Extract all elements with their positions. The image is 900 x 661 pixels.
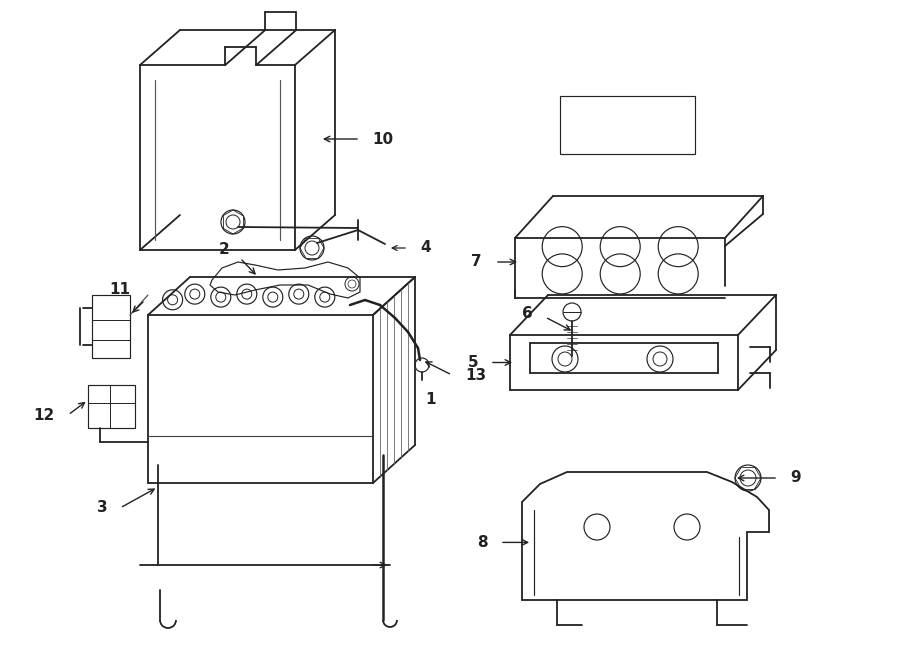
Text: 13: 13 xyxy=(465,368,486,383)
Text: 4: 4 xyxy=(420,241,430,256)
Text: 3: 3 xyxy=(97,500,108,516)
Text: 11: 11 xyxy=(109,282,130,297)
Text: 9: 9 xyxy=(790,471,801,485)
Text: 1: 1 xyxy=(425,391,436,407)
Text: 6: 6 xyxy=(522,307,533,321)
Text: 2: 2 xyxy=(220,243,230,258)
Text: 5: 5 xyxy=(467,355,478,370)
Bar xyxy=(560,97,695,154)
Text: 7: 7 xyxy=(472,254,482,270)
Text: 10: 10 xyxy=(372,132,393,147)
Text: 8: 8 xyxy=(477,535,488,550)
Text: 12: 12 xyxy=(34,407,55,422)
